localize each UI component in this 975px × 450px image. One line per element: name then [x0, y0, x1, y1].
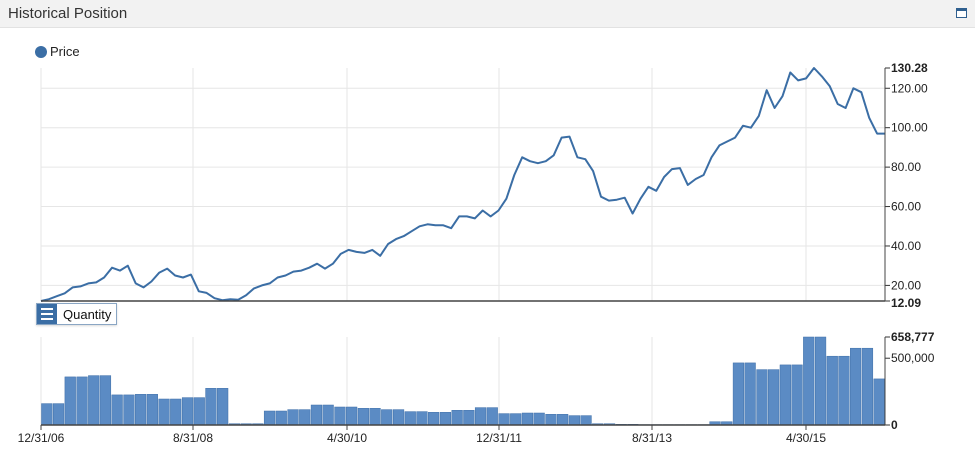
quantity-bar: [768, 369, 780, 426]
legend-marker-icon: [35, 45, 47, 58]
quantity-bar: [510, 413, 522, 426]
quantity-bar: [557, 414, 569, 426]
quantity-bar: [99, 375, 112, 426]
quantity-bar: [111, 394, 123, 426]
quantity-bar: [310, 404, 323, 426]
price-tick-label: 40.00: [891, 239, 921, 253]
quantity-bar: [463, 410, 475, 426]
quantity-bar: [732, 362, 745, 426]
price-series-line: [40, 67, 885, 302]
quantity-bar: [158, 398, 170, 426]
quantity-bar: [88, 375, 100, 426]
quantity-bar: [123, 394, 135, 426]
window-maximize-icon[interactable]: [956, 8, 967, 18]
x-tick-label: 12/31/11: [476, 431, 522, 445]
quantity-menu-button[interactable]: Quantity: [36, 303, 118, 325]
quantity-bar: [404, 411, 416, 426]
quantity-max-label: 658,777: [891, 330, 935, 344]
quantity-zero-label: 0: [891, 418, 898, 432]
price-tick-label: 80.00: [891, 160, 921, 174]
quantity-bar: [263, 410, 276, 426]
x-tick-label: 8/31/13: [632, 431, 672, 445]
quantity-bar: [346, 406, 358, 426]
chart-legend[interactable]: Price: [35, 44, 80, 59]
quantity-bar: [486, 407, 498, 426]
quantity-tick-label: 500,000: [891, 351, 935, 365]
quantity-bar: [146, 394, 158, 426]
quantity-bar: [322, 404, 334, 426]
quantity-bar: [521, 412, 534, 426]
quantity-bar: [533, 412, 545, 426]
price-tick-label: 100.00: [891, 121, 928, 135]
quantity-bar: [64, 376, 76, 426]
quantity-bar: [580, 415, 592, 426]
quantity-bar: [814, 336, 827, 426]
quantity-bar: [439, 412, 452, 426]
quantity-bar: [803, 336, 815, 426]
quantity-bar: [873, 378, 885, 426]
quantity-bar: [275, 410, 287, 426]
quantity-button-label: Quantity: [63, 306, 112, 322]
quantity-bar: [52, 403, 65, 426]
price-tick-label: 60.00: [891, 200, 921, 214]
quantity-bar: [170, 398, 182, 426]
quantity-bar: [451, 410, 463, 426]
panel-title: Historical Position: [8, 5, 128, 22]
quantity-bar: [428, 412, 440, 426]
quantity-bar: [369, 408, 381, 426]
quantity-bar: [299, 409, 311, 426]
quantity-bar: [838, 355, 850, 426]
quantity-bar: [381, 409, 393, 426]
quantity-bar: [193, 397, 205, 426]
quantity-bar: [791, 364, 803, 426]
quantity-bar: [41, 403, 53, 426]
quantity-bar: [205, 388, 217, 426]
quantity-bar: [779, 364, 791, 426]
quantity-bar: [334, 406, 346, 426]
price-tick-label: 120.00: [891, 81, 928, 95]
quantity-bar: [744, 362, 756, 426]
quantity-bar: [568, 415, 580, 426]
price-tick-label: 20.00: [891, 278, 921, 292]
x-tick-label: 4/30/10: [327, 431, 367, 445]
x-tick-label: 12/31/06: [18, 431, 65, 445]
legend-label-price: Price: [50, 44, 80, 59]
quantity-bar: [287, 409, 299, 426]
x-tick-label: 4/30/15: [786, 431, 826, 445]
quantity-bar: [357, 408, 369, 426]
quantity-bar: [76, 376, 88, 426]
x-tick-label: 8/31/08: [173, 431, 213, 445]
quantity-bar: [135, 394, 147, 426]
quantity-bar: [850, 347, 862, 426]
quantity-bar: [826, 355, 838, 426]
menu-icon: [37, 304, 57, 324]
quantity-bar: [416, 411, 428, 426]
panel-header: Historical Position: [0, 0, 975, 28]
quantity-bar: [756, 369, 768, 426]
quantity-bar: [545, 414, 557, 426]
quantity-bar: [861, 347, 874, 426]
quantity-bar: [181, 397, 194, 426]
quantity-bar: [392, 409, 405, 426]
price-min-label: 12.09: [891, 296, 921, 310]
price-max-label: 130.28: [891, 61, 928, 75]
quantity-bar: [474, 407, 487, 426]
quantity-bar: [217, 388, 229, 426]
quantity-bar: [498, 413, 510, 426]
